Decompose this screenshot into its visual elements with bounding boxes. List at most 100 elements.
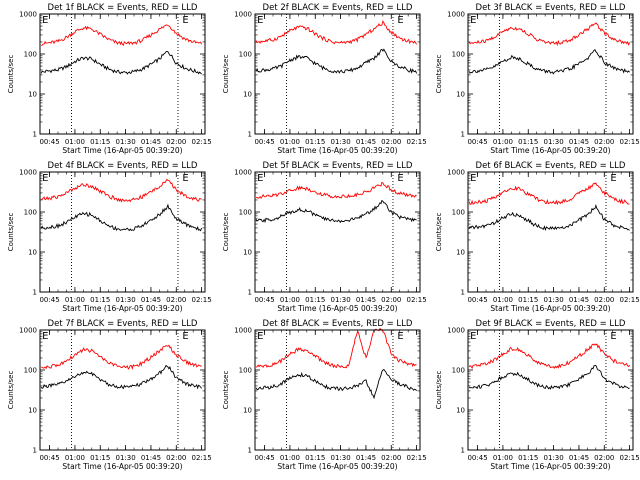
plot-frame <box>254 329 421 451</box>
y-tick-label: 1 <box>33 131 37 139</box>
x-tick-label: 02:00 <box>381 454 401 462</box>
x-tick-label: 00:45 <box>254 296 274 304</box>
lld-series-line <box>468 343 630 370</box>
y-tick-label: 10 <box>28 407 37 415</box>
x-tick-label: 01:00 <box>493 138 513 146</box>
x-tick-label: 00:45 <box>467 454 487 462</box>
event-marker: E <box>182 173 188 184</box>
x-axis-label: Start Time (16-Apr-05 00:39:20) <box>62 462 182 471</box>
event-marker: E <box>470 173 476 184</box>
event-marker: E <box>397 173 403 184</box>
lld-series-line <box>256 181 417 200</box>
y-axis-label: Counts/sec <box>222 55 230 94</box>
event-marker: E <box>182 331 188 342</box>
x-tick-label: 01:45 <box>356 296 376 304</box>
x-tick-label: 01:30 <box>544 296 564 304</box>
x-tick-label: 02:00 <box>594 296 614 304</box>
y-tick-label: 1000 <box>234 169 252 177</box>
x-tick-label: 01:30 <box>331 296 351 304</box>
y-tick-label: 100 <box>452 51 465 59</box>
detector-panel: Det 8f BLACK = Events, RED = LLD Counts/s… <box>222 319 427 471</box>
detector-panel: Det 4f BLACK = Events, RED = LLD Counts/s… <box>7 161 212 313</box>
y-tick-label: 1000 <box>19 169 37 177</box>
x-tick-label: 02:15 <box>192 138 212 146</box>
x-tick-label: 01:00 <box>280 454 300 462</box>
x-tick-label: 01:45 <box>141 296 161 304</box>
y-axis-label: Counts/sec <box>435 55 443 94</box>
events-series-line <box>255 368 417 400</box>
y-tick-label: 1 <box>461 447 465 455</box>
events-series-line <box>468 365 630 390</box>
x-tick-label: 02:00 <box>594 138 614 146</box>
plot-frame <box>39 13 206 135</box>
x-tick-label: 01:45 <box>356 454 376 462</box>
x-tick-label: 01:15 <box>518 296 538 304</box>
y-tick-label: 1000 <box>19 327 37 335</box>
x-tick-label: 01:15 <box>518 454 538 462</box>
x-tick-label: 01:15 <box>518 138 538 146</box>
y-tick-label: 100 <box>239 367 252 375</box>
y-tick-label: 10 <box>243 407 252 415</box>
x-axis-label: Start Time (16-Apr-05 00:39:20) <box>62 146 182 155</box>
event-marker: E <box>397 331 403 342</box>
x-tick-label: 01:30 <box>331 138 351 146</box>
x-tick-label: 01:30 <box>116 454 136 462</box>
x-axis-label: Start Time (16-Apr-05 00:39:20) <box>277 462 397 471</box>
y-tick-label: 10 <box>456 91 465 99</box>
x-axis-label: Start Time (16-Apr-05 00:39:20) <box>490 146 610 155</box>
y-tick-label: 100 <box>452 209 465 217</box>
y-tick-label: 1000 <box>447 327 465 335</box>
y-axis-label: Counts/sec <box>435 371 443 410</box>
x-tick-label: 02:15 <box>620 454 640 462</box>
y-tick-label: 1 <box>248 289 252 297</box>
panel-title: Det 1f BLACK = Events, RED = LLD <box>48 3 198 13</box>
x-tick-label: 01:30 <box>116 138 136 146</box>
detector-panel: Det 5f BLACK = Events, RED = LLD Counts/s… <box>222 161 427 313</box>
plot-frame <box>254 13 421 135</box>
lld-series-line <box>468 22 631 47</box>
event-marker: E <box>470 331 476 342</box>
y-axis-label: Counts/sec <box>7 213 15 252</box>
x-tick-label: 01:30 <box>116 296 136 304</box>
event-marker: E <box>42 173 48 184</box>
x-tick-label: 02:00 <box>381 296 401 304</box>
x-tick-label: 01:45 <box>569 296 589 304</box>
panel-title: Det 8f BLACK = Events, RED = LLD <box>263 319 413 329</box>
x-tick-label: 01:00 <box>280 138 300 146</box>
panel-title: Det 3f BLACK = Events, RED = LLD <box>476 3 626 13</box>
event-marker: E <box>42 15 48 26</box>
detector-panel: Det 6f BLACK = Events, RED = LLD Counts/s… <box>435 161 640 313</box>
detector-panel: Det 2f BLACK = Events, RED = LLD Counts/s… <box>222 3 427 155</box>
x-tick-label: 01:00 <box>493 296 513 304</box>
y-tick-label: 100 <box>24 367 37 375</box>
y-tick-label: 1 <box>461 289 465 297</box>
x-tick-label: 00:45 <box>467 138 487 146</box>
event-marker: E <box>257 173 263 184</box>
y-tick-label: 100 <box>239 209 252 217</box>
panel-title: Det 5f BLACK = Events, RED = LLD <box>263 161 413 171</box>
x-tick-label: 01:00 <box>280 296 300 304</box>
y-tick-label: 10 <box>28 91 37 99</box>
x-tick-label: 01:15 <box>305 296 325 304</box>
y-axis-label: Counts/sec <box>222 371 230 410</box>
y-tick-label: 1000 <box>447 11 465 19</box>
panel-title: Det 4f BLACK = Events, RED = LLD <box>48 161 198 171</box>
plot-frame <box>39 171 206 293</box>
x-tick-label: 02:15 <box>407 138 427 146</box>
events-series-line <box>255 48 418 75</box>
y-tick-label: 1000 <box>234 327 252 335</box>
x-tick-label: 02:00 <box>166 454 186 462</box>
x-tick-label: 02:15 <box>620 138 640 146</box>
plot-frame <box>467 329 634 451</box>
x-tick-label: 00:45 <box>39 138 59 146</box>
panel-title: Det 7f BLACK = Events, RED = LLD <box>48 319 198 329</box>
x-tick-label: 01:30 <box>544 138 564 146</box>
y-axis-label: Counts/sec <box>222 213 230 252</box>
y-tick-label: 1 <box>248 447 252 455</box>
event-marker: E <box>610 15 616 26</box>
events-series-line <box>468 204 630 232</box>
y-axis-label: Counts/sec <box>435 213 443 252</box>
x-tick-label: 02:15 <box>620 296 640 304</box>
x-tick-label: 01:00 <box>493 454 513 462</box>
